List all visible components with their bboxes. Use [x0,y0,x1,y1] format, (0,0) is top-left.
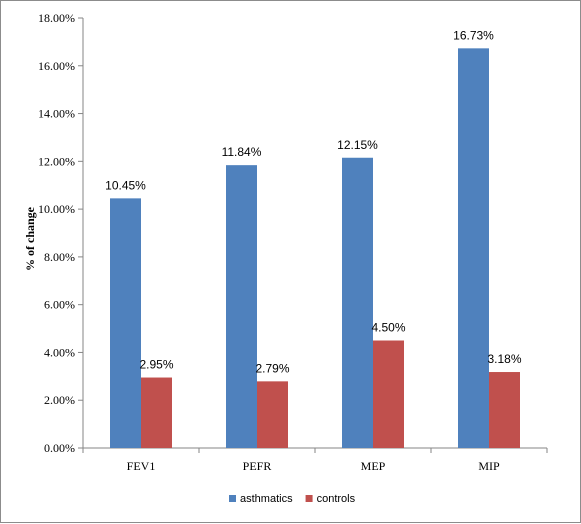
data-label: 12.15% [337,138,378,152]
y-tick-label: 6.00% [44,298,75,312]
bar-asthmatics-pefr [226,165,257,448]
data-label: 4.50% [371,321,405,335]
y-tick-label: 18.00% [38,11,75,25]
y-tick-label: 10.00% [38,202,75,216]
y-tick-label: 2.00% [44,393,75,407]
legend: asthmatics controls [229,493,356,505]
y-tick-label: 8.00% [44,250,75,264]
x-axis: FEV1 PEFR MEP MIP [82,447,548,473]
legend-label-controls: controls [317,493,356,505]
y-axis-label: % of change [23,206,37,271]
x-tick-label: MEP [361,459,386,473]
bar-controls-fev1 [141,377,172,448]
data-label: 16.73% [453,28,494,42]
y-tick-label: 12.00% [38,154,75,168]
data-label: 11.84% [222,145,262,159]
data-labels: 10.45% 11.84% 12.15% 16.73% 2.95% 2.79% 4.50% 3… [105,28,522,375]
data-label: 2.79% [255,361,289,375]
bar-asthmatics-mep [342,157,373,448]
bar-asthmatics-fev1 [110,198,141,448]
bars [110,48,520,448]
bar-controls-pefr [257,381,288,448]
y-tick-label: 0.00% [44,441,75,455]
y-tick-label: 16.00% [38,59,75,73]
data-label: 2.95% [139,358,173,372]
x-tick-label: FEV1 [127,459,156,473]
x-tick-label: MIP [478,459,500,473]
y-axis: 0.00% 2.00% 4.00% 6.00% 8.00% 10.00% 12.00% 14.… [38,11,84,455]
y-tick-label: 4.00% [44,345,75,359]
x-tick-label: PEFR [243,459,272,473]
legend-swatch-controls [305,495,313,502]
y-tick-label: 14.00% [38,107,75,121]
bar-controls-mip [489,372,520,448]
data-label: 10.45% [105,178,146,192]
bar-asthmatics-mip [458,48,489,448]
bar-controls-mep [373,340,404,448]
legend-swatch-asthmatics [229,495,236,502]
data-label: 3.18% [487,352,521,366]
legend-label-asthmatics: asthmatics [240,493,293,505]
